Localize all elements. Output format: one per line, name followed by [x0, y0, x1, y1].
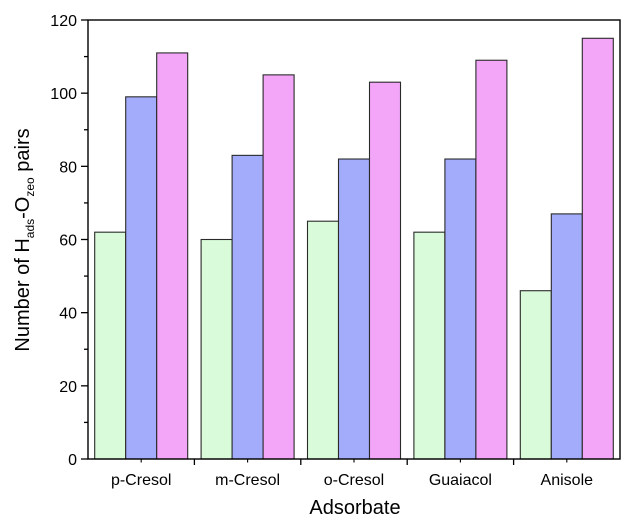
bar-anisole-s3: [581, 37, 614, 460]
bar-m-cresol-s3: [262, 74, 295, 460]
x-tick-label: m-Cresol: [215, 472, 280, 489]
bar-guaiacol-s1: [413, 231, 446, 460]
y-tick-label: 100: [50, 86, 77, 103]
y-axis-title-suffix: pairs: [12, 128, 34, 177]
bar-anisole-s1: [519, 290, 552, 460]
x-axis-title: Adsorbate: [309, 497, 400, 519]
bar-p-cresol-s3: [156, 52, 189, 460]
bar-anisole-s2: [550, 213, 583, 460]
bar-o-cresol-s1: [306, 220, 340, 460]
y-tick-labels: 0 20 40 60 80 100 120: [50, 13, 77, 469]
bar-m-cresol-s1: [200, 238, 233, 460]
bar-o-cresol-s3: [368, 81, 402, 460]
bar-m-cresol-s2: [231, 154, 264, 460]
x-tick-label: p-Cresol: [111, 472, 171, 489]
y-tick-label: 80: [59, 159, 77, 176]
bars-layer: [94, 37, 614, 460]
y-tick-label: 120: [50, 13, 77, 30]
y-axis-title: Number of Hads-Ozeo pairs: [12, 128, 37, 351]
x-tick-label: Guaiacol: [429, 472, 492, 489]
y-tick-label: 20: [59, 379, 77, 396]
bar-p-cresol-s2: [125, 96, 158, 460]
bar-o-cresol-s2: [337, 158, 371, 460]
y-tick-label: 40: [59, 306, 77, 323]
bar-p-cresol-s1: [94, 231, 127, 460]
y-axis-title-prefix: Number of H: [12, 238, 34, 351]
y-axis-title-sub2: zeo: [23, 177, 37, 197]
x-tick-labels: p-Cresol m-Cresol o-Cresol Guaiacol Anisole: [111, 472, 593, 489]
bar-guaiacol-s3: [475, 59, 508, 460]
x-tick-label: Anisole: [541, 472, 594, 489]
y-tick-label: 0: [68, 452, 77, 469]
axes-layer: [81, 19, 621, 465]
x-tick-label: o-Cresol: [324, 472, 384, 489]
y-axis-title-middle: -O: [12, 197, 34, 219]
bar-guaiacol-s2: [444, 158, 477, 460]
y-tick-label: 60: [59, 233, 77, 250]
y-axis-title-sub1: ads: [23, 219, 37, 238]
